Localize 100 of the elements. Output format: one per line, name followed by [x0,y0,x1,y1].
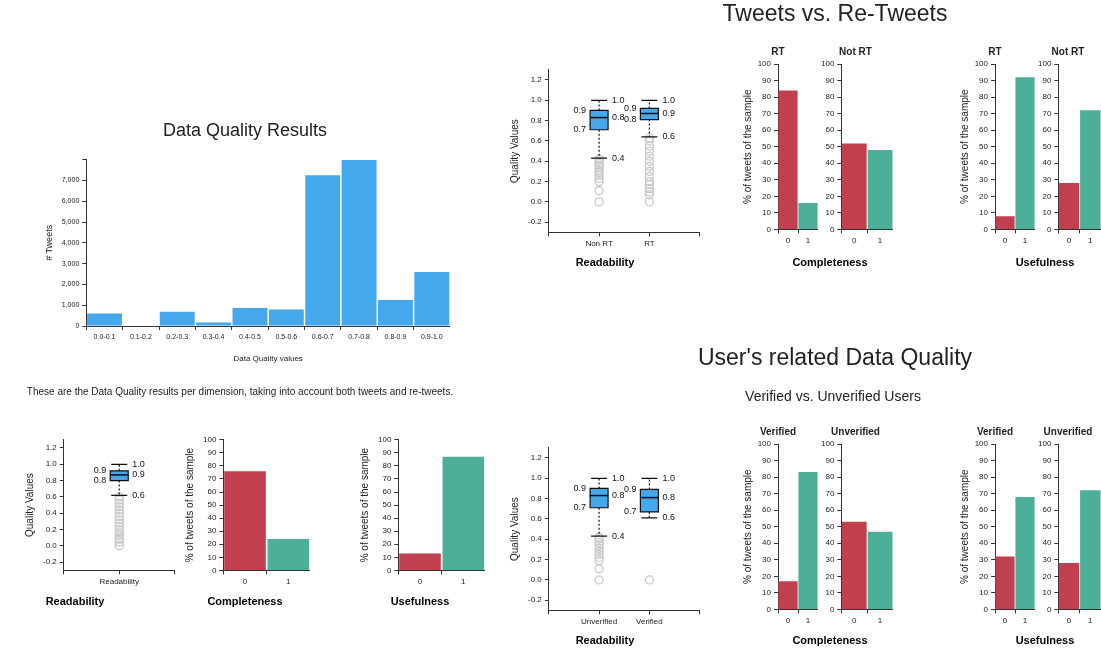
y-tick-label: 1.2 [530,75,543,85]
text: 0.9 [623,102,637,113]
x-tick-label: 0 [1066,616,1072,626]
y-tick-label: 100 [377,435,392,444]
text: 0.9 [132,469,145,480]
y-tick-label: 0 [386,565,392,575]
y-tick-label: 20 [382,539,392,549]
y-tick-label: 20 [979,571,989,581]
y-tick-label: 20 [825,191,835,201]
text: 0.6 [662,131,675,142]
y-tick-label: 70 [825,108,835,118]
y-tick-label: 70 [825,488,835,498]
y-tick-label: 40 [382,513,392,523]
text: 0.8 [623,114,637,125]
y-tick-label: 80 [1042,472,1052,482]
y-tick-label: 60 [762,125,772,135]
y-tick-label: 50 [762,141,772,151]
y-tick-label: 90 [762,75,772,85]
y-tick-label: 1.0 [45,459,58,469]
text: 1.0 [662,94,675,105]
x-tick-label: 0 [852,616,858,626]
y-tick-label: 60 [1042,125,1052,135]
y-tick-label: 0.2 [530,176,543,186]
y-tick-label: 80 [825,92,835,102]
y-tick-label: 30 [825,174,835,184]
y-axis-title: Quality Values [508,119,520,183]
y-tick-label: 80 [979,92,989,102]
x-tick-label: 1 [877,616,883,626]
y-tick-label: 10 [1042,208,1052,218]
y-tick-label: 60 [762,505,772,515]
text: 0.8 [612,112,625,123]
y-tick-label: 0 [983,604,989,614]
y-tick-label: 0.4 [530,156,543,166]
y-tick-label: 30 [382,526,392,536]
y-tick-label: 30 [1042,554,1052,564]
y-tick-label: 0 [829,224,835,234]
y-tick-label: 90 [382,448,392,458]
y-tick-label: 0 [766,604,772,614]
y-tick-label: 10 [762,588,772,598]
y-tick-label: 20 [207,539,217,549]
y-axis-title: Quality Values [23,473,35,537]
y-tick-label: -0.2 [527,595,543,605]
y-tick-label: 70 [979,488,989,498]
y-tick-label: 30 [979,554,989,564]
y-tick-label: 0.0 [45,541,58,551]
x-tick-label: 0 [417,577,423,587]
y-tick-label: 0 [211,565,217,575]
y-tick-label: 70 [207,474,217,484]
x-tick-label: 0 [785,236,791,246]
y-tick-label: 50 [382,500,392,510]
y-tick-label: 100 [974,439,989,449]
y-tick-label: 60 [1042,505,1052,515]
y-tick-label: 0.6 [530,136,543,146]
y-tick-label: 50 [825,141,835,151]
x-tick-label: 0 [1002,236,1008,246]
y-tick-label: 60 [207,487,217,497]
y-tick-label: 10 [207,552,217,562]
x-axis-title: Completeness [792,256,868,268]
y-tick-label: 1.2 [530,453,543,463]
y-tick-label: 50 [762,521,772,531]
x-axis-title: Usefulness [1015,256,1075,268]
y-tick-label: 10 [979,208,989,218]
chart-title: Verified [976,425,1014,437]
y-tick-label: 20 [762,571,772,581]
y-tick-label: 50 [207,500,217,510]
text: 0.9 [573,104,587,115]
y-axis-title: % of tweets of the sample [183,447,195,563]
y-tick-label: 1.0 [530,95,543,105]
y-tick-label: 0.6 [45,492,58,502]
chart-title: Unverified [1043,425,1093,437]
y-tick-label: 10 [762,208,772,218]
y-tick-label: 40 [762,538,772,548]
y-tick-label: 10 [382,552,392,562]
y-tick-label: 40 [1042,538,1052,548]
y-tick-label: 50 [979,521,989,531]
y-tick-label: 30 [979,174,989,184]
bar [87,313,122,326]
y-tick-label: 70 [1042,488,1052,498]
y-tick-label: 0.8 [530,493,543,503]
y-tick-label: 100 [1037,439,1052,449]
text: 0.6 [662,512,675,523]
y-tick-label: -0.2 [42,557,58,567]
y-tick-label: 0.4 [530,534,543,544]
x-tick-label: 1 [1022,616,1028,626]
y-tick-label: -0.2 [527,217,543,227]
x-axis-title: Completeness [207,595,283,607]
y-tick-label: 20 [1042,571,1052,581]
y-tick-label: 30 [762,554,772,564]
x-tick-label: RT [644,239,655,249]
y-axis-title: % of tweets of the sample [358,447,370,563]
text: 0.9 [573,482,587,493]
chart-title: Not RT [839,45,872,57]
x-tick-label: 1 [286,577,292,587]
y-tick-label: 0 [983,224,989,234]
y-tick-label: 60 [979,505,989,515]
x-tick-label: 1 [805,616,811,626]
y-tick-label: 30 [762,174,772,184]
text: 1.0 [612,472,625,483]
y-tick-label: 10 [825,588,835,598]
y-tick-label: 90 [762,455,772,465]
